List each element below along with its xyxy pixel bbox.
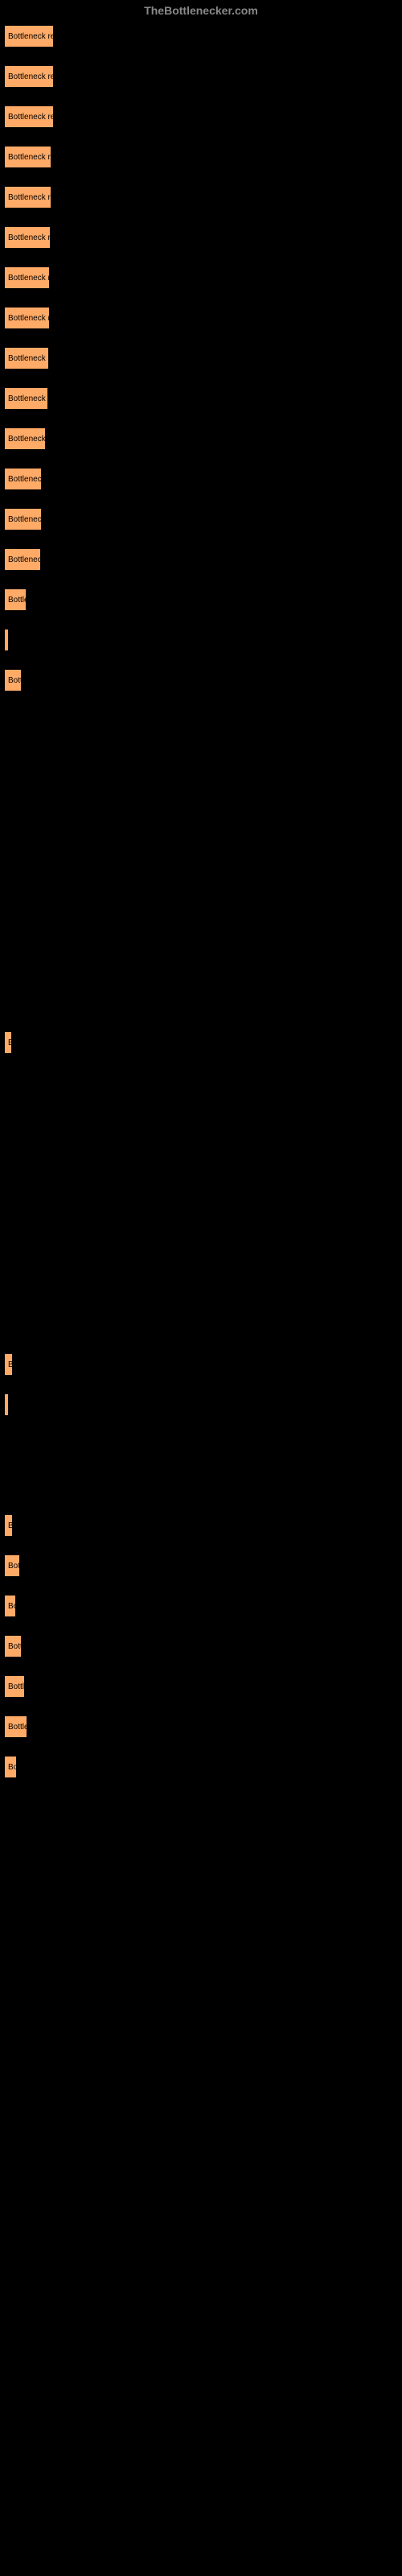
bar-row: Bottleneck re [4, 346, 398, 370]
bar-row: Bott [4, 1634, 398, 1658]
bar-label: Bottl [8, 1682, 24, 1691]
bar-label: Bottleneck [8, 555, 41, 564]
bar-row [4, 1272, 398, 1296]
chart-bar[interactable]: Bottleneck res [4, 65, 54, 88]
chart-bar[interactable]: Bottl [4, 1675, 25, 1698]
bar-row: Bottleneck re [4, 185, 398, 209]
bar-row: Bottleneck r [4, 427, 398, 451]
chart-bar[interactable]: Bottleneck re [4, 186, 51, 208]
bar-row: Bo [4, 1594, 398, 1618]
bar-label: Bottleneck res [8, 113, 54, 122]
chart-bar[interactable] [4, 629, 9, 651]
bar-row [4, 1433, 398, 1457]
bar-row: B [4, 1513, 398, 1538]
bar-label: Bottleneck re [8, 233, 51, 242]
bar-row: B [4, 1030, 398, 1055]
chart-bar[interactable]: Bottleneck [4, 508, 42, 530]
bar-row: Bottleneck re [4, 145, 398, 169]
chart-bar[interactable]: Bottleneck re [4, 347, 49, 369]
bar-row [4, 708, 398, 733]
bar-row [4, 1071, 398, 1095]
chart-bar[interactable]: Bottleneck re [4, 387, 48, 410]
bar-label: Bottleneck res [8, 72, 54, 81]
bar-row: Bottleneck re [4, 306, 398, 330]
bar-row [4, 749, 398, 773]
bar-label: Bo [8, 1763, 17, 1772]
chart-bar[interactable]: Bo [4, 1756, 17, 1778]
chart-bar[interactable]: Bottle [4, 588, 27, 611]
bar-row [4, 1191, 398, 1216]
chart-bar[interactable]: Bottleneck [4, 468, 42, 490]
chart-bar[interactable] [4, 1393, 9, 1416]
bar-row: Bottleneck re [4, 225, 398, 250]
chart-bar[interactable]: B [4, 1353, 13, 1376]
bar-row: Bottl [4, 1674, 398, 1699]
bar-chart: Bottleneck res Bottleneck res Bottleneck r… [4, 24, 398, 1795]
bar-row: Bottleneck res [4, 24, 398, 48]
site-header[interactable]: TheBottlenecker.com [144, 4, 258, 17]
bar-label: Bo [8, 1602, 16, 1611]
bar-row [4, 829, 398, 853]
chart-bar[interactable]: Bottleneck r [4, 427, 46, 450]
bar-label: B [8, 1038, 12, 1047]
bar-row: Bottleneck re [4, 386, 398, 411]
bar-label: Bottleneck re [8, 314, 50, 323]
bar-row [4, 628, 398, 652]
chart-bar[interactable]: Bo [4, 1595, 16, 1617]
bar-row [4, 950, 398, 974]
bar-label: Bottleneck [8, 515, 42, 524]
bar-row: Bottle [4, 1715, 398, 1739]
bar-row: Bott [4, 1554, 398, 1578]
bar-label: Bott [8, 1562, 20, 1571]
bar-row: Bott [4, 668, 398, 692]
chart-bar[interactable]: Bott [4, 1635, 22, 1657]
bar-row [4, 1473, 398, 1497]
bar-row: Bottleneck re [4, 266, 398, 290]
bar-label: Bottleneck res [8, 32, 54, 41]
chart-bar[interactable]: Bottleneck [4, 548, 41, 571]
chart-bar[interactable]: B [4, 1031, 12, 1054]
bar-label: Bottleneck re [8, 193, 51, 202]
bar-row: Bo [4, 1755, 398, 1779]
bar-row: Bottleneck res [4, 105, 398, 129]
bar-label: Bottleneck re [8, 274, 50, 283]
bar-label: Bottleneck r [8, 435, 46, 444]
bar-row [4, 990, 398, 1014]
bar-label: Bottleneck re [8, 354, 49, 363]
bar-row: Bottle [4, 588, 398, 612]
bar-row [4, 1111, 398, 1135]
bar-label: Bottleneck [8, 475, 42, 484]
chart-bar[interactable]: Bottleneck res [4, 105, 54, 128]
bar-label: Bott [8, 1642, 22, 1651]
chart-bar[interactable]: Bottleneck res [4, 25, 54, 47]
bar-row [4, 1393, 398, 1417]
chart-bar[interactable]: Bottleneck re [4, 146, 51, 168]
bar-row [4, 1232, 398, 1256]
bar-row: B [4, 1352, 398, 1377]
chart-bar[interactable]: Bott [4, 1554, 20, 1577]
bar-label: Bottleneck re [8, 394, 48, 403]
bar-row [4, 789, 398, 813]
bar-label: B [8, 1521, 13, 1530]
bar-row [4, 869, 398, 894]
bar-label: Bott [8, 676, 22, 685]
bar-row [4, 1312, 398, 1336]
bar-row [4, 1151, 398, 1175]
bar-label: Bottle [8, 1723, 27, 1732]
chart-bar[interactable]: Bottleneck re [4, 307, 50, 329]
chart-bar[interactable]: Bottle [4, 1715, 27, 1738]
bar-label: Bottleneck re [8, 153, 51, 162]
chart-bar[interactable]: Bottleneck re [4, 266, 50, 289]
chart-bar[interactable]: Bottleneck re [4, 226, 51, 249]
bar-row: Bottleneck [4, 467, 398, 491]
bar-row: Bottleneck [4, 547, 398, 572]
bar-row [4, 910, 398, 934]
bar-label: Bottle [8, 596, 27, 605]
bar-label: B [8, 1360, 13, 1369]
bar-row: Bottleneck res [4, 64, 398, 89]
chart-bar[interactable]: Bott [4, 669, 22, 691]
chart-bar[interactable]: B [4, 1514, 13, 1537]
bar-row: Bottleneck [4, 507, 398, 531]
